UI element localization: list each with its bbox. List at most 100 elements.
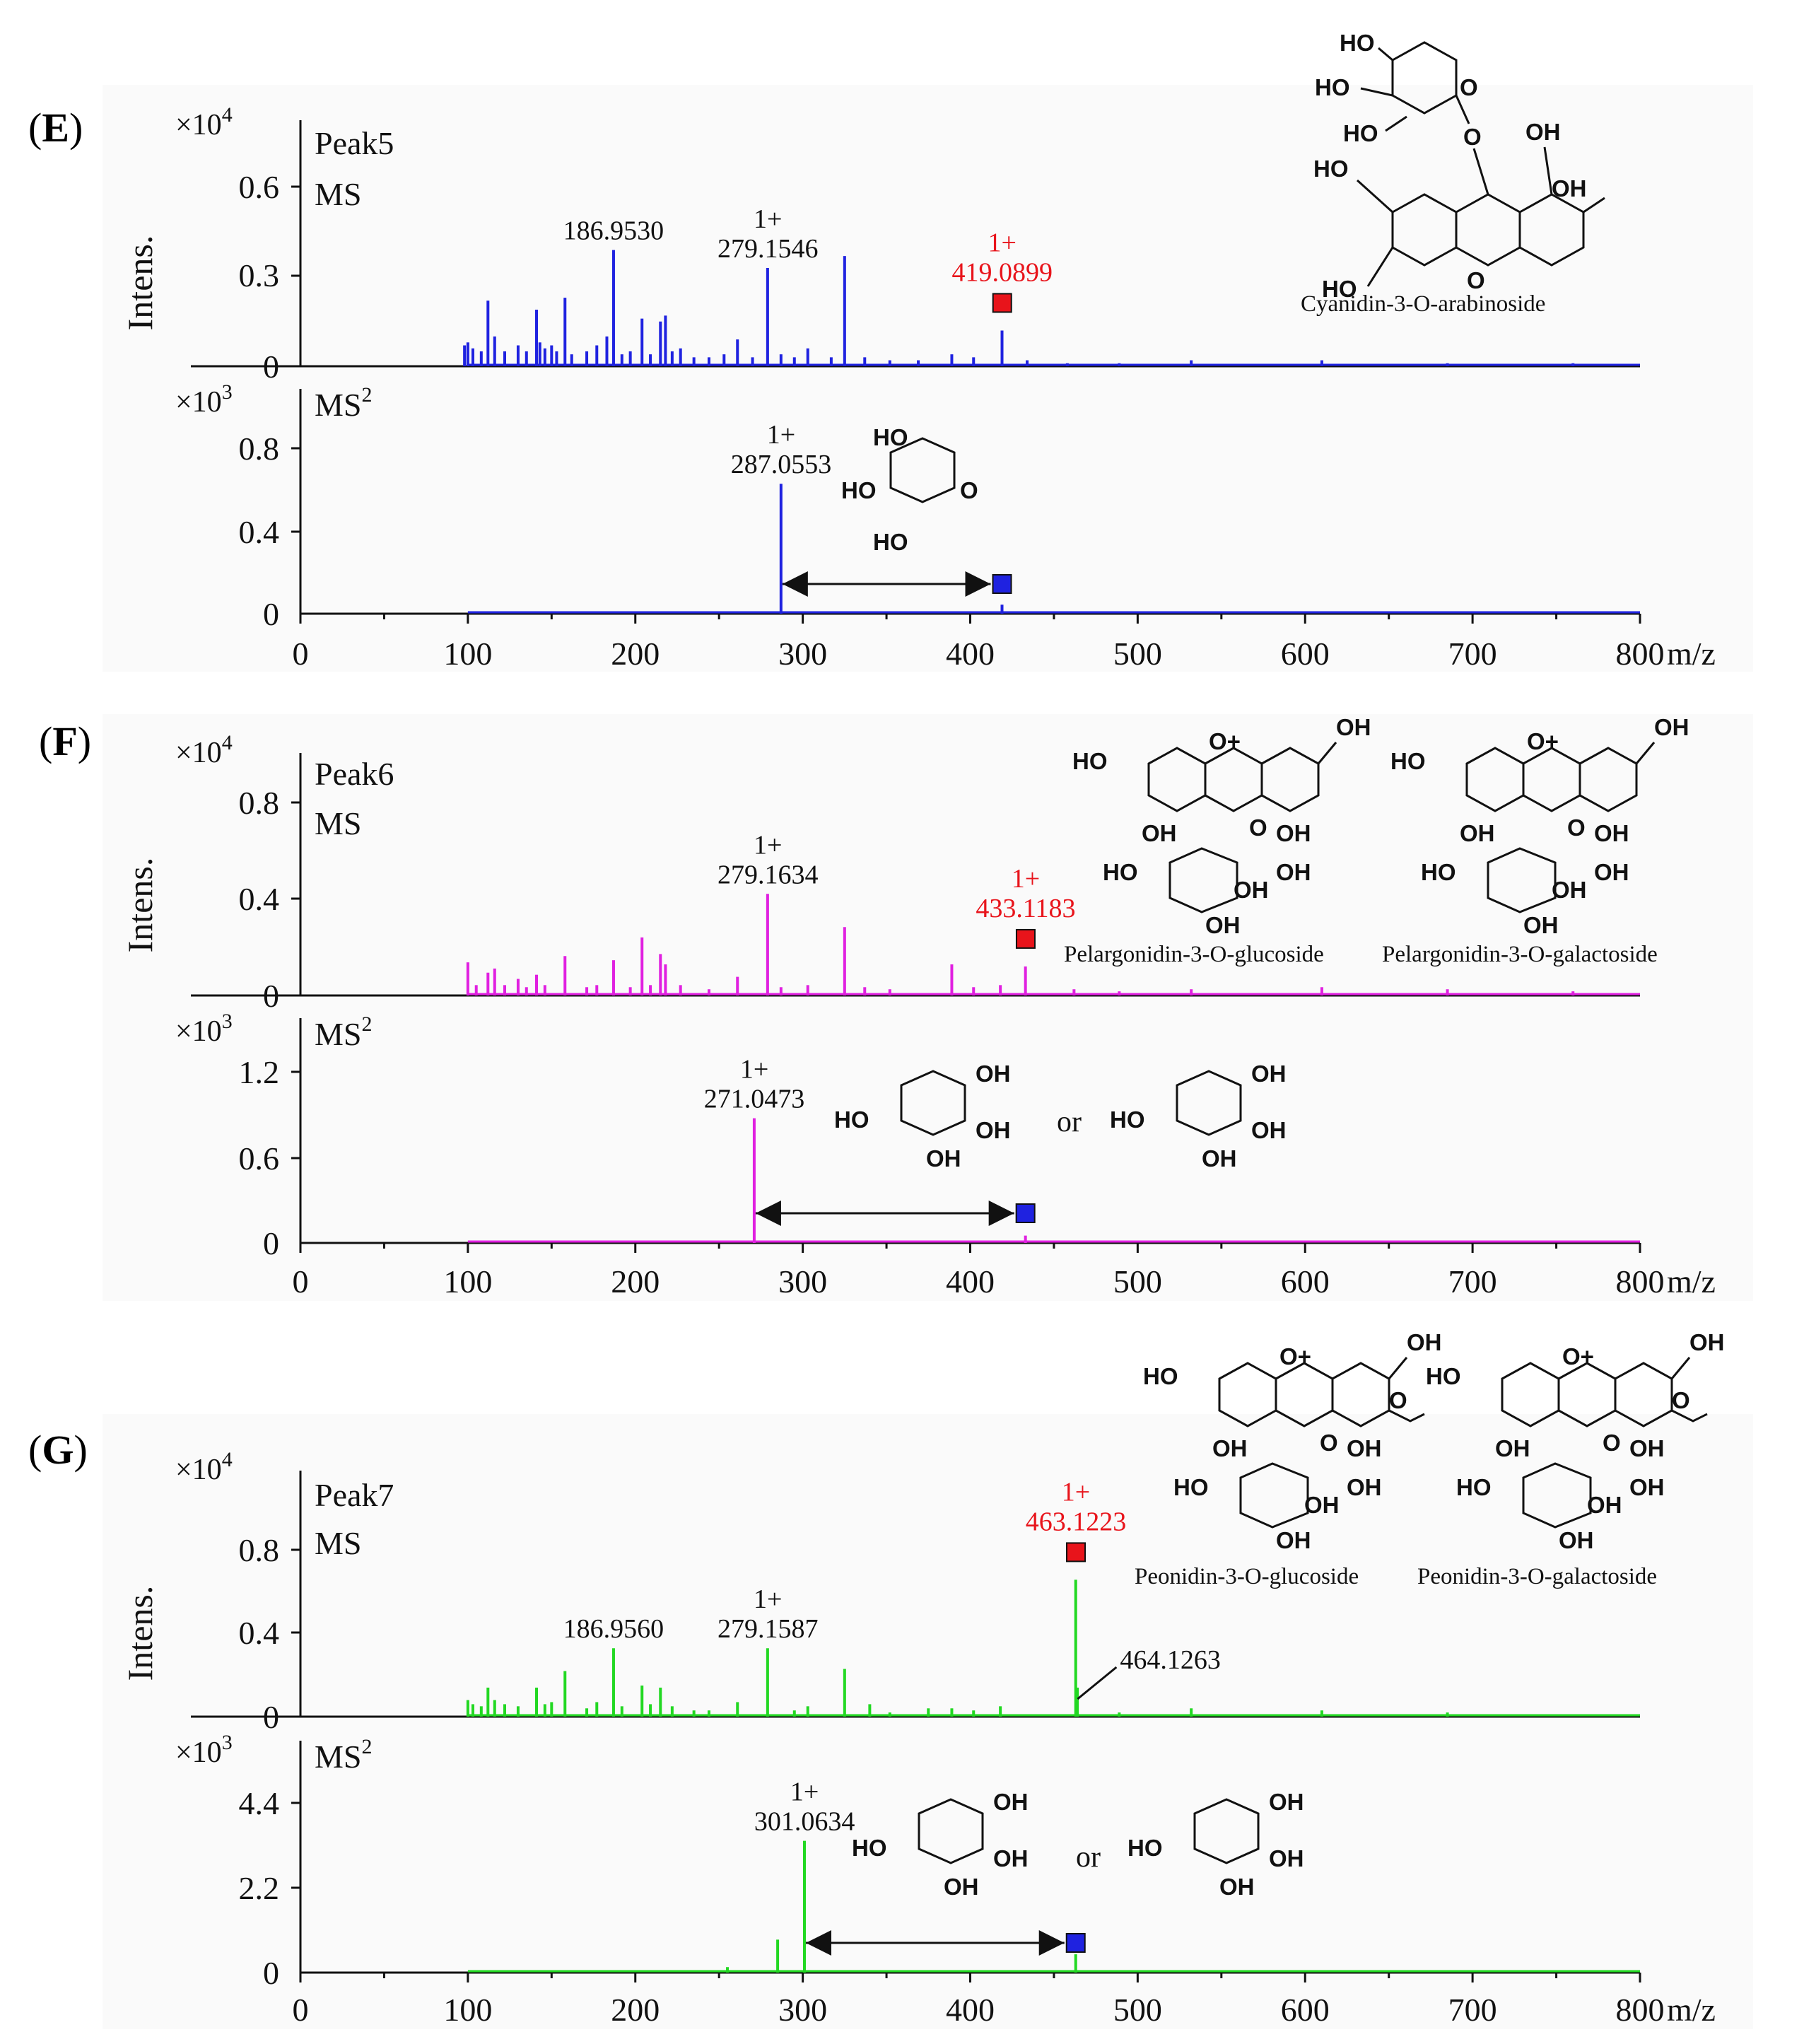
- peonidin-galactoside-structure: HO O+ OH O OH O OH OH HO OH OH Peonidin-…: [1417, 1329, 1725, 1589]
- xtick-label-0-7: 700: [1448, 636, 1497, 672]
- scale-label-g-ms: ×104: [175, 1448, 233, 1486]
- xtick-label-2-5: 500: [1113, 1992, 1162, 2028]
- ytick-e-ms2-1: 0.4: [239, 514, 280, 550]
- arabinose-fragment: HO HO HO O: [841, 424, 978, 555]
- svg-text:HO: HO: [1421, 859, 1456, 885]
- svg-text:HO: HO: [873, 424, 908, 450]
- ms2-label-e: MS2: [315, 383, 372, 423]
- y-axis-label-f: Intens.: [120, 858, 160, 953]
- svg-text:O: O: [1460, 74, 1478, 100]
- hexose-fragment-f-1: HO OH OH OH: [834, 1061, 1011, 1172]
- xtick-label-1-7: 700: [1448, 1263, 1497, 1300]
- svg-text:O: O: [1467, 267, 1485, 293]
- precursor-marker-e-ms2: [992, 574, 1012, 594]
- svg-text:HO: HO: [1456, 1474, 1492, 1500]
- xtick-label-2-8: 800: [1616, 1992, 1665, 2028]
- scale-label-e-ms2: ×103: [175, 380, 233, 419]
- svg-text:OH: OH: [976, 1061, 1011, 1087]
- peak-title-g: Peak7: [315, 1477, 394, 1513]
- xtick-label-0-0: 0: [293, 636, 309, 672]
- ytick-e-ms-2: 0.6: [239, 169, 280, 205]
- ms2-label-f: MS2: [315, 1012, 372, 1052]
- ms-plot-f: ×104 Peak6 MS 0 0.4 0.8 279.16341+433.11…: [175, 731, 1640, 1014]
- scale-label-f-ms2: ×103: [175, 1010, 233, 1048]
- x-axis-f: 0 100 200 300 400 500 600 700 800 m/z: [293, 1243, 1716, 1300]
- svg-text:O: O: [1603, 1430, 1621, 1456]
- svg-text:HO: HO: [1426, 1363, 1461, 1389]
- xtick-label-0-6: 600: [1281, 636, 1330, 672]
- charge-label-f-ms-1: 1+: [1012, 864, 1040, 894]
- ytick-e-ms-1: 0.3: [239, 257, 280, 293]
- svg-text:OH: OH: [1523, 912, 1559, 938]
- ms-label-e: MS: [315, 176, 361, 212]
- svg-text:HO: HO: [1173, 1474, 1209, 1500]
- pelargonidin-galactoside-structure: HO O+ OH OH O OH OH HO OH OH Pelargonidi…: [1382, 714, 1689, 967]
- peak-label-f-ms-0: 279.1634: [718, 860, 819, 889]
- xtick-label-2-4: 400: [946, 1992, 995, 2028]
- svg-text:O: O: [1567, 814, 1586, 841]
- ytick-e-ms-0: 0: [263, 349, 279, 385]
- ms-plot-g: ×104 Peak7 MS 0 0.4 0.8 186.9560 279.1587…: [175, 1448, 1640, 1735]
- svg-text:OH: OH: [1276, 1527, 1311, 1553]
- or-label-g: or: [1076, 1841, 1101, 1874]
- svg-text:HO: HO: [841, 477, 877, 503]
- svg-text:OH: OH: [993, 1845, 1029, 1871]
- svg-text:HO: HO: [1315, 74, 1350, 100]
- compound-name-f-0: Pelargonidin-3-O-glucoside: [1064, 942, 1324, 967]
- svg-text:OH: OH: [1234, 877, 1269, 903]
- svg-text:OH: OH: [1689, 1329, 1725, 1355]
- svg-text:O+: O+: [1527, 728, 1559, 754]
- precursor-marker-f-ms2: [1015, 1203, 1036, 1223]
- panel-f: (F) Intens. ×104 Peak6 MS 0 0.4 0.8 279.…: [39, 714, 1753, 1301]
- svg-text:OH: OH: [1304, 1492, 1340, 1518]
- x-unit-label-0: m/z: [1667, 636, 1716, 672]
- svg-text:OH: OH: [1552, 877, 1587, 903]
- compound-name-g-0: Peonidin-3-O-glucoside: [1135, 1564, 1359, 1589]
- precursor-marker-g-ms: [1066, 1542, 1086, 1563]
- charge-label-g-ms2-0: 1+: [790, 1777, 819, 1807]
- xtick-label-1-5: 500: [1113, 1263, 1162, 1300]
- svg-text:OH: OH: [1629, 1435, 1665, 1461]
- panel-f-letter: (F): [39, 718, 91, 764]
- svg-text:O: O: [1320, 1430, 1338, 1456]
- xtick-label-2-2: 200: [611, 1992, 660, 2028]
- svg-text:HO: HO: [1343, 120, 1378, 146]
- precursor-marker-f-ms: [1015, 928, 1036, 949]
- x-unit-label-2: m/z: [1667, 1992, 1716, 2028]
- svg-text:OH: OH: [976, 1117, 1011, 1143]
- panel-g-letter: (G): [28, 1427, 88, 1473]
- svg-text:HO: HO: [1322, 276, 1357, 302]
- xtick-label-1-6: 600: [1281, 1263, 1330, 1300]
- ms-plot-e: ×104 Peak5 MS 0 0.3 0.6 186.9530 279.1546…: [175, 103, 1640, 385]
- scale-label-g-ms2: ×103: [175, 1731, 233, 1769]
- ytick-g-ms-0: 0: [263, 1699, 279, 1735]
- xtick-label-2-0: 0: [293, 1992, 309, 2028]
- charge-label-e-ms-1: 1+: [754, 204, 782, 234]
- peonidin-glucoside-structure: HO O+ OH O OH O OH OH HO OH OH Peonidin-…: [1135, 1329, 1442, 1589]
- svg-text:OH: OH: [1407, 1329, 1442, 1355]
- compound-name-e-0: Cyanidin-3-O-arabinoside: [1301, 291, 1545, 317]
- svg-text:HO: HO: [852, 1835, 887, 1861]
- ytick-f-ms2-0: 0: [263, 1225, 279, 1261]
- xtick-label-2-6: 600: [1281, 1992, 1330, 2028]
- svg-text:OH: OH: [1347, 1474, 1382, 1500]
- ytick-e-ms2-0: 0: [263, 596, 279, 632]
- ytick-f-ms2-1: 0.6: [239, 1140, 280, 1176]
- side-label-g-ms: 464.1263: [1120, 1645, 1221, 1675]
- svg-text:O: O: [1389, 1387, 1407, 1413]
- y-axis-label-g: Intens.: [120, 1586, 160, 1681]
- svg-text:OH: OH: [1654, 714, 1689, 740]
- svg-text:O+: O+: [1209, 728, 1241, 754]
- xtick-label-0-2: 200: [611, 636, 660, 672]
- xtick-label-1-4: 400: [946, 1263, 995, 1300]
- svg-text:OH: OH: [1251, 1061, 1287, 1087]
- svg-text:OH: OH: [1594, 820, 1629, 846]
- ytick-e-ms2-2: 0.8: [239, 431, 280, 467]
- svg-text:OH: OH: [1142, 820, 1177, 846]
- xtick-label-0-4: 400: [946, 636, 995, 672]
- ytick-f-ms2-2: 1.2: [239, 1054, 280, 1090]
- xtick-label-2-3: 300: [778, 1992, 827, 2028]
- charge-label-g-ms-2: 1+: [1062, 1477, 1090, 1507]
